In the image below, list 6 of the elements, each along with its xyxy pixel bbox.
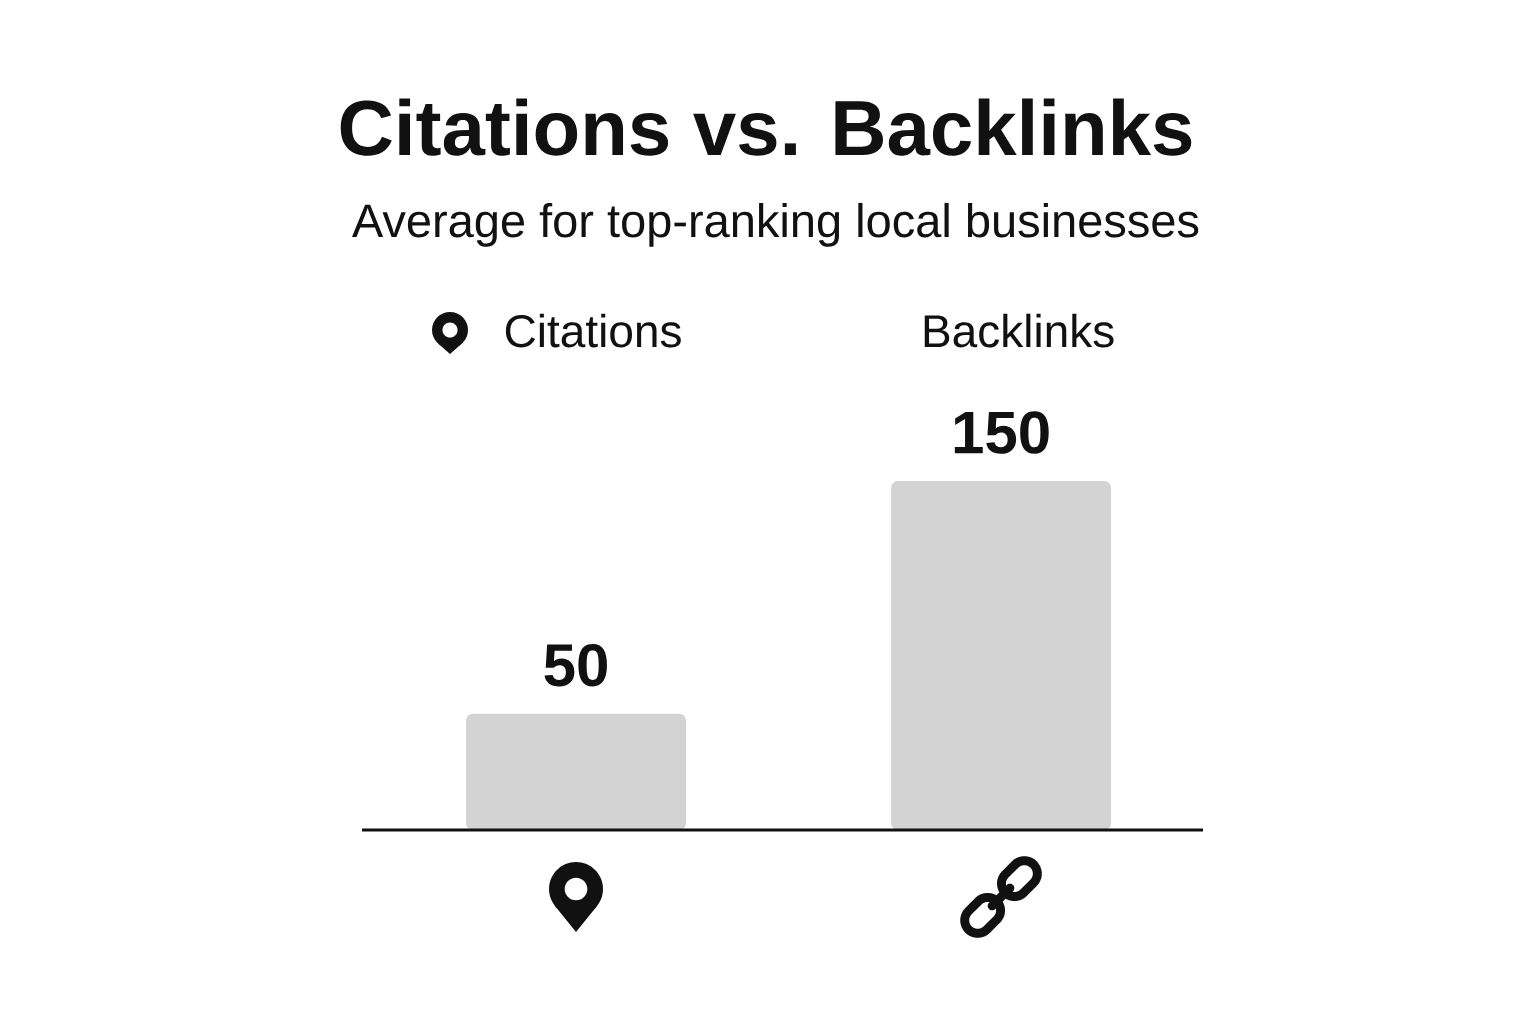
chart-subtitle: Average for top-ranking local businesses [351,202,1199,247]
data-label: 150 [954,411,1049,454]
x-tick-label: Citations [505,313,681,348]
x-tick-label: Backlinks [924,313,1114,348]
data-label: 50 [544,643,607,687]
chart-title: Citations vs. Backlinks [340,98,1192,156]
